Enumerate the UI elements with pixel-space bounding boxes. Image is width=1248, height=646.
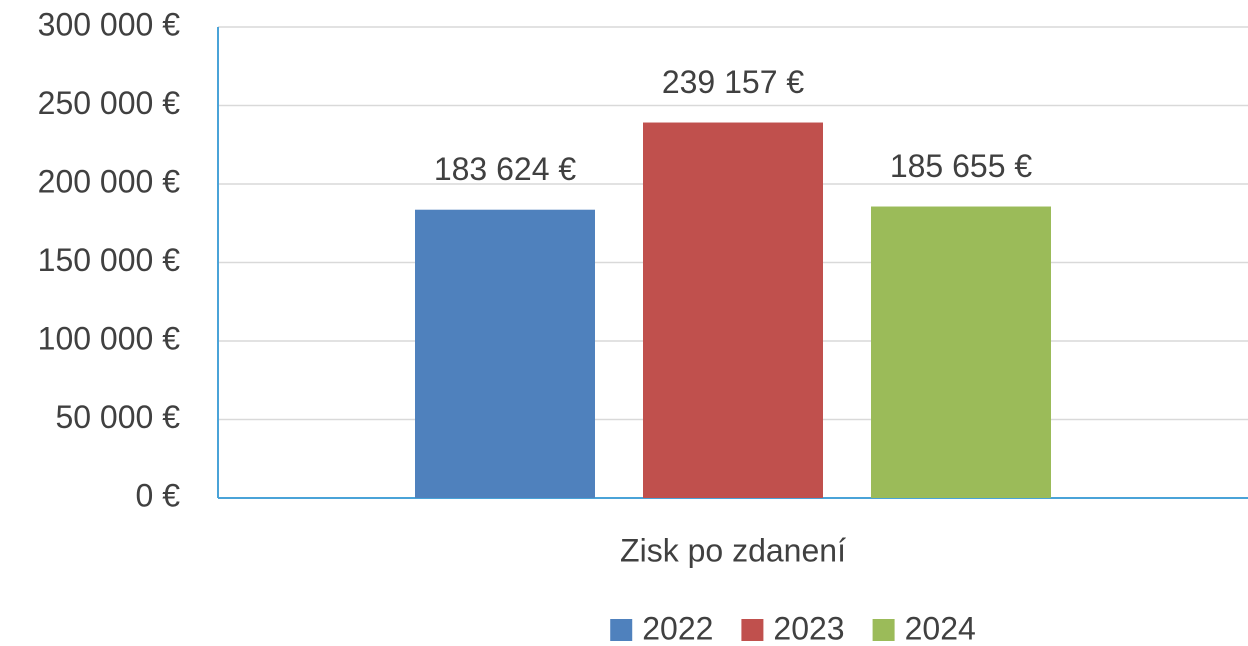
legend-swatch [741,619,764,641]
data-label: 185 655 € [890,148,1033,184]
y-tick-label: 50 000 € [55,399,180,435]
data-label: 183 624 € [434,151,577,187]
y-tick-label: 100 000 € [38,320,181,356]
y-tick-label: 0 € [136,477,181,513]
y-tick-label: 200 000 € [38,163,181,199]
y-tick-label: 300 000 € [38,6,181,42]
legend-label: 2024 [905,610,976,646]
y-tick-label: 150 000 € [38,242,181,278]
legend-swatch [610,619,633,641]
bar [415,209,595,498]
data-label: 239 157 € [662,64,805,100]
x-tick-label: Zisk po zdanení [620,532,846,568]
y-tick-label: 250 000 € [38,85,181,121]
legend-label: 2023 [773,610,844,646]
bar [871,206,1051,498]
bar [643,122,823,499]
legend-swatch [872,619,895,641]
legend-label: 2022 [642,610,713,646]
